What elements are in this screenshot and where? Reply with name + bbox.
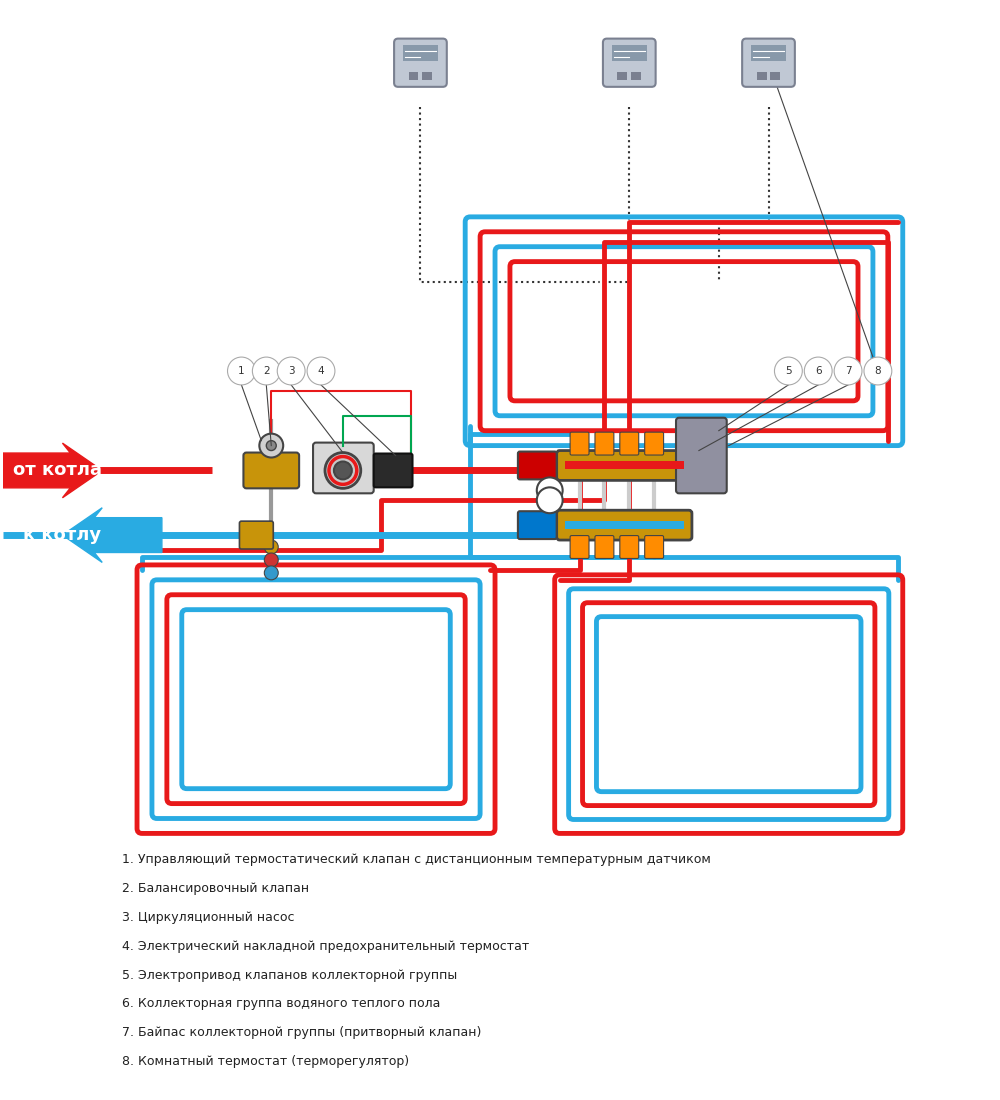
FancyBboxPatch shape bbox=[645, 536, 664, 559]
Circle shape bbox=[259, 433, 283, 458]
FancyBboxPatch shape bbox=[239, 521, 273, 549]
FancyArrow shape bbox=[3, 443, 102, 498]
Text: 5. Электропривод клапанов коллекторной группы: 5. Электропривод клапанов коллекторной г… bbox=[122, 969, 457, 981]
FancyBboxPatch shape bbox=[518, 452, 557, 480]
Circle shape bbox=[266, 441, 276, 451]
Bar bbox=[751, 45, 786, 60]
FancyBboxPatch shape bbox=[742, 39, 795, 87]
Bar bbox=[565, 521, 684, 529]
Text: 6: 6 bbox=[815, 366, 822, 376]
FancyBboxPatch shape bbox=[645, 432, 664, 455]
Bar bbox=[612, 45, 647, 60]
FancyArrow shape bbox=[62, 508, 162, 562]
Bar bbox=[409, 72, 418, 79]
Circle shape bbox=[264, 553, 278, 566]
Circle shape bbox=[325, 452, 361, 488]
FancyBboxPatch shape bbox=[518, 512, 557, 539]
Text: 7. Байпас коллекторной группы (притворный клапан): 7. Байпас коллекторной группы (притворны… bbox=[122, 1026, 481, 1039]
Text: 8: 8 bbox=[875, 366, 881, 376]
FancyBboxPatch shape bbox=[620, 432, 639, 455]
Text: 2: 2 bbox=[263, 366, 270, 376]
FancyBboxPatch shape bbox=[243, 452, 299, 488]
Circle shape bbox=[228, 358, 255, 385]
FancyBboxPatch shape bbox=[676, 418, 727, 493]
Bar bbox=[617, 72, 627, 79]
Text: от котла: от котла bbox=[13, 461, 102, 480]
Text: 3. Циркуляционный насос: 3. Циркуляционный насос bbox=[122, 911, 295, 924]
FancyBboxPatch shape bbox=[570, 536, 589, 559]
Circle shape bbox=[537, 487, 563, 514]
Circle shape bbox=[264, 565, 278, 580]
Text: 8. Комнатный термостат (терморегулятор): 8. Комнатный термостат (терморегулятор) bbox=[122, 1055, 409, 1068]
FancyBboxPatch shape bbox=[557, 510, 692, 540]
FancyBboxPatch shape bbox=[603, 39, 656, 87]
Text: 1. Управляющий термостатический клапан с дистанционным температурным датчиком: 1. Управляющий термостатический клапан с… bbox=[122, 854, 711, 867]
FancyBboxPatch shape bbox=[595, 432, 614, 455]
Bar bbox=[757, 72, 767, 79]
Text: 2. Балансировочный клапан: 2. Балансировочный клапан bbox=[122, 882, 309, 895]
Text: 7: 7 bbox=[845, 366, 851, 376]
Circle shape bbox=[307, 358, 335, 385]
Bar bbox=[631, 72, 641, 79]
Circle shape bbox=[834, 358, 862, 385]
FancyBboxPatch shape bbox=[620, 536, 639, 559]
Bar bbox=[422, 72, 432, 79]
Text: к котлу: к котлу bbox=[23, 526, 101, 544]
Text: 4. Электрический накладной предохранительный термостат: 4. Электрический накладной предохранител… bbox=[122, 939, 529, 953]
Text: 4: 4 bbox=[318, 366, 324, 376]
Text: 6. Коллекторная группа водяного теплого пола: 6. Коллекторная группа водяного теплого … bbox=[122, 998, 440, 1011]
Bar bbox=[565, 462, 684, 470]
FancyBboxPatch shape bbox=[557, 451, 692, 481]
Circle shape bbox=[537, 477, 563, 504]
Bar bbox=[770, 72, 780, 79]
Bar bbox=[403, 45, 438, 60]
Circle shape bbox=[252, 358, 280, 385]
FancyBboxPatch shape bbox=[595, 536, 614, 559]
Circle shape bbox=[864, 358, 892, 385]
Circle shape bbox=[264, 540, 278, 554]
Text: 5: 5 bbox=[785, 366, 792, 376]
FancyBboxPatch shape bbox=[570, 432, 589, 455]
Text: 3: 3 bbox=[288, 366, 294, 376]
Circle shape bbox=[804, 358, 832, 385]
Text: 1: 1 bbox=[238, 366, 245, 376]
FancyBboxPatch shape bbox=[313, 442, 374, 493]
FancyBboxPatch shape bbox=[394, 39, 447, 87]
Circle shape bbox=[774, 358, 802, 385]
Circle shape bbox=[277, 358, 305, 385]
Circle shape bbox=[334, 462, 352, 480]
FancyBboxPatch shape bbox=[374, 453, 412, 487]
